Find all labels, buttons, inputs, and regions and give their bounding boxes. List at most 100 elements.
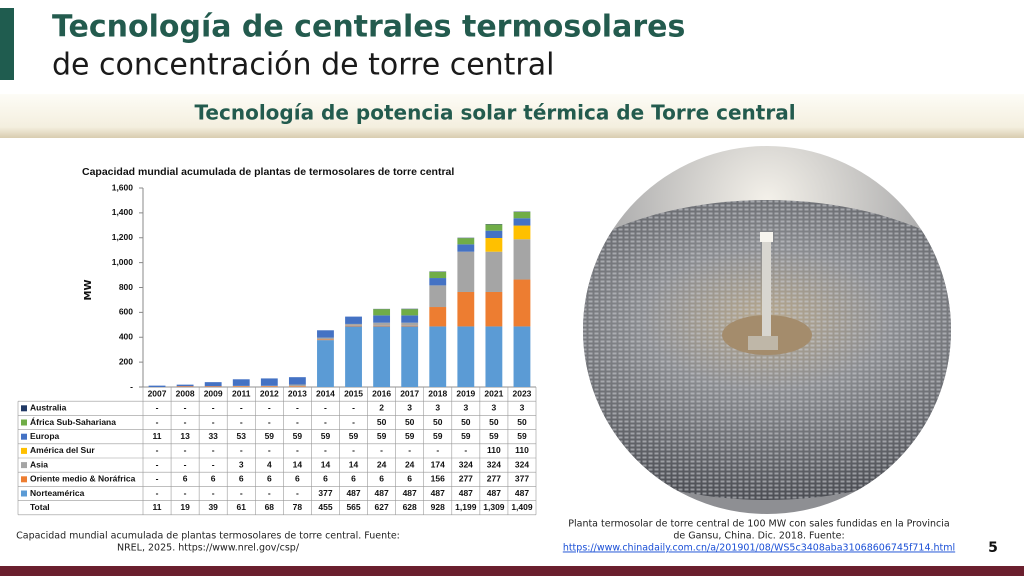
table-value: 50: [405, 417, 415, 427]
x-tick-label: 2023: [513, 388, 532, 398]
accent-bar: [0, 8, 14, 80]
table-value: 14: [321, 459, 331, 469]
table-value: -: [240, 417, 243, 427]
bar-segment: [485, 238, 502, 252]
bar-segment: [345, 324, 362, 326]
table-value: 6: [239, 474, 244, 484]
table-value: 377: [515, 474, 529, 484]
table-value: 110: [515, 445, 529, 455]
bar-segment: [429, 272, 446, 278]
x-tick-label: 2021: [484, 388, 503, 398]
table-value: -: [464, 445, 467, 455]
legend-swatch: [21, 420, 27, 426]
total-value: 565: [346, 502, 360, 512]
table-value: 59: [405, 431, 415, 441]
x-tick-label: 2009: [204, 388, 223, 398]
photo: [507, 145, 1024, 520]
chart-caption: NREL, 2025. https://www.nrel.gov/csp/: [117, 543, 300, 554]
table-value: 4: [267, 459, 272, 469]
table-value: -: [296, 417, 299, 427]
table-value: 59: [293, 431, 303, 441]
table-value: 14: [293, 459, 303, 469]
table-value: 2: [379, 403, 384, 413]
bar-segment: [289, 385, 306, 387]
legend-label: Asia: [30, 459, 48, 469]
bar-segment: [373, 309, 390, 315]
bar-segment: [485, 224, 502, 230]
table-value: 487: [403, 488, 417, 498]
table-value: 110: [487, 445, 501, 455]
table-value: -: [352, 417, 355, 427]
table-value: 50: [461, 417, 471, 427]
table-value: -: [212, 417, 215, 427]
table-value: 324: [487, 459, 501, 469]
y-tick-label: 400: [119, 332, 133, 342]
total-label: Total: [30, 502, 50, 512]
bar-segment: [429, 278, 446, 285]
table-value: -: [184, 403, 187, 413]
table-value: 14: [349, 459, 359, 469]
table-value: -: [156, 417, 159, 427]
table-value: -: [240, 488, 243, 498]
table-value: 3: [492, 403, 497, 413]
bar-segment: [177, 386, 194, 387]
table-value: -: [352, 403, 355, 413]
table-value: -: [268, 403, 271, 413]
total-value: 628: [403, 502, 417, 512]
legend-label: Norteamérica: [30, 488, 85, 498]
table-value: 6: [183, 474, 188, 484]
total-value: 39: [208, 502, 218, 512]
table-value: 11: [153, 431, 162, 441]
table-value: 487: [459, 488, 473, 498]
x-tick-label: 2011: [232, 388, 251, 398]
total-value: 627: [375, 502, 389, 512]
bar-segment: [373, 315, 390, 322]
table-value: 3: [435, 403, 440, 413]
legend-label: Oriente medio & Noráfrica: [30, 474, 136, 484]
table-value: 487: [487, 488, 501, 498]
y-tick-label: 800: [119, 282, 133, 292]
table-value: 6: [211, 474, 216, 484]
table-value: 59: [517, 431, 527, 441]
table-value: 324: [459, 459, 473, 469]
x-tick-label: 2013: [288, 388, 307, 398]
legend-label: Europa: [30, 431, 60, 441]
bar-segment: [429, 307, 446, 326]
bar-segment: [485, 252, 502, 292]
photo-caption: Planta termosolar de torre central de 10…: [568, 519, 949, 530]
total-value: 61: [237, 502, 247, 512]
table-value: 487: [515, 488, 529, 498]
bar-segment: [149, 386, 166, 387]
bar-segment: [401, 326, 418, 387]
chart-title: Capacidad mundial acumulada de plantas d…: [82, 166, 454, 178]
bar-segment: [429, 285, 446, 307]
table-value: -: [212, 403, 215, 413]
bar-segment: [401, 323, 418, 326]
y-tick-label: -: [130, 381, 133, 391]
bar-segment: [345, 317, 362, 324]
bar-segment: [401, 309, 418, 315]
table-value: 6: [407, 474, 412, 484]
table-value: 6: [267, 474, 272, 484]
bar-segment: [317, 339, 334, 340]
table-value: 24: [405, 459, 415, 469]
bar-segment: [317, 330, 334, 337]
photo-link[interactable]: https://www.chinadaily.com.cn/a/201901/0…: [563, 543, 955, 554]
bar-segment: [373, 326, 390, 387]
footer-bar: [0, 566, 1024, 576]
table-value: 50: [517, 417, 527, 427]
table-value: 59: [321, 431, 331, 441]
bar-segment: [233, 379, 250, 386]
chart-caption: Capacidad mundial acumulada de plantas t…: [16, 531, 400, 542]
total-value: 1,199: [455, 502, 477, 512]
bar-segment: [177, 385, 194, 387]
table-value: 3: [463, 403, 468, 413]
legend-swatch: [21, 434, 27, 440]
table-value: 3: [239, 459, 244, 469]
photo-caption: de Gansu, China. Dic. 2018. Fuente:: [673, 531, 844, 542]
y-tick-label: 200: [119, 356, 133, 366]
table-value: 487: [375, 488, 389, 498]
bar-segment: [345, 326, 362, 387]
table-value: 53: [237, 431, 247, 441]
